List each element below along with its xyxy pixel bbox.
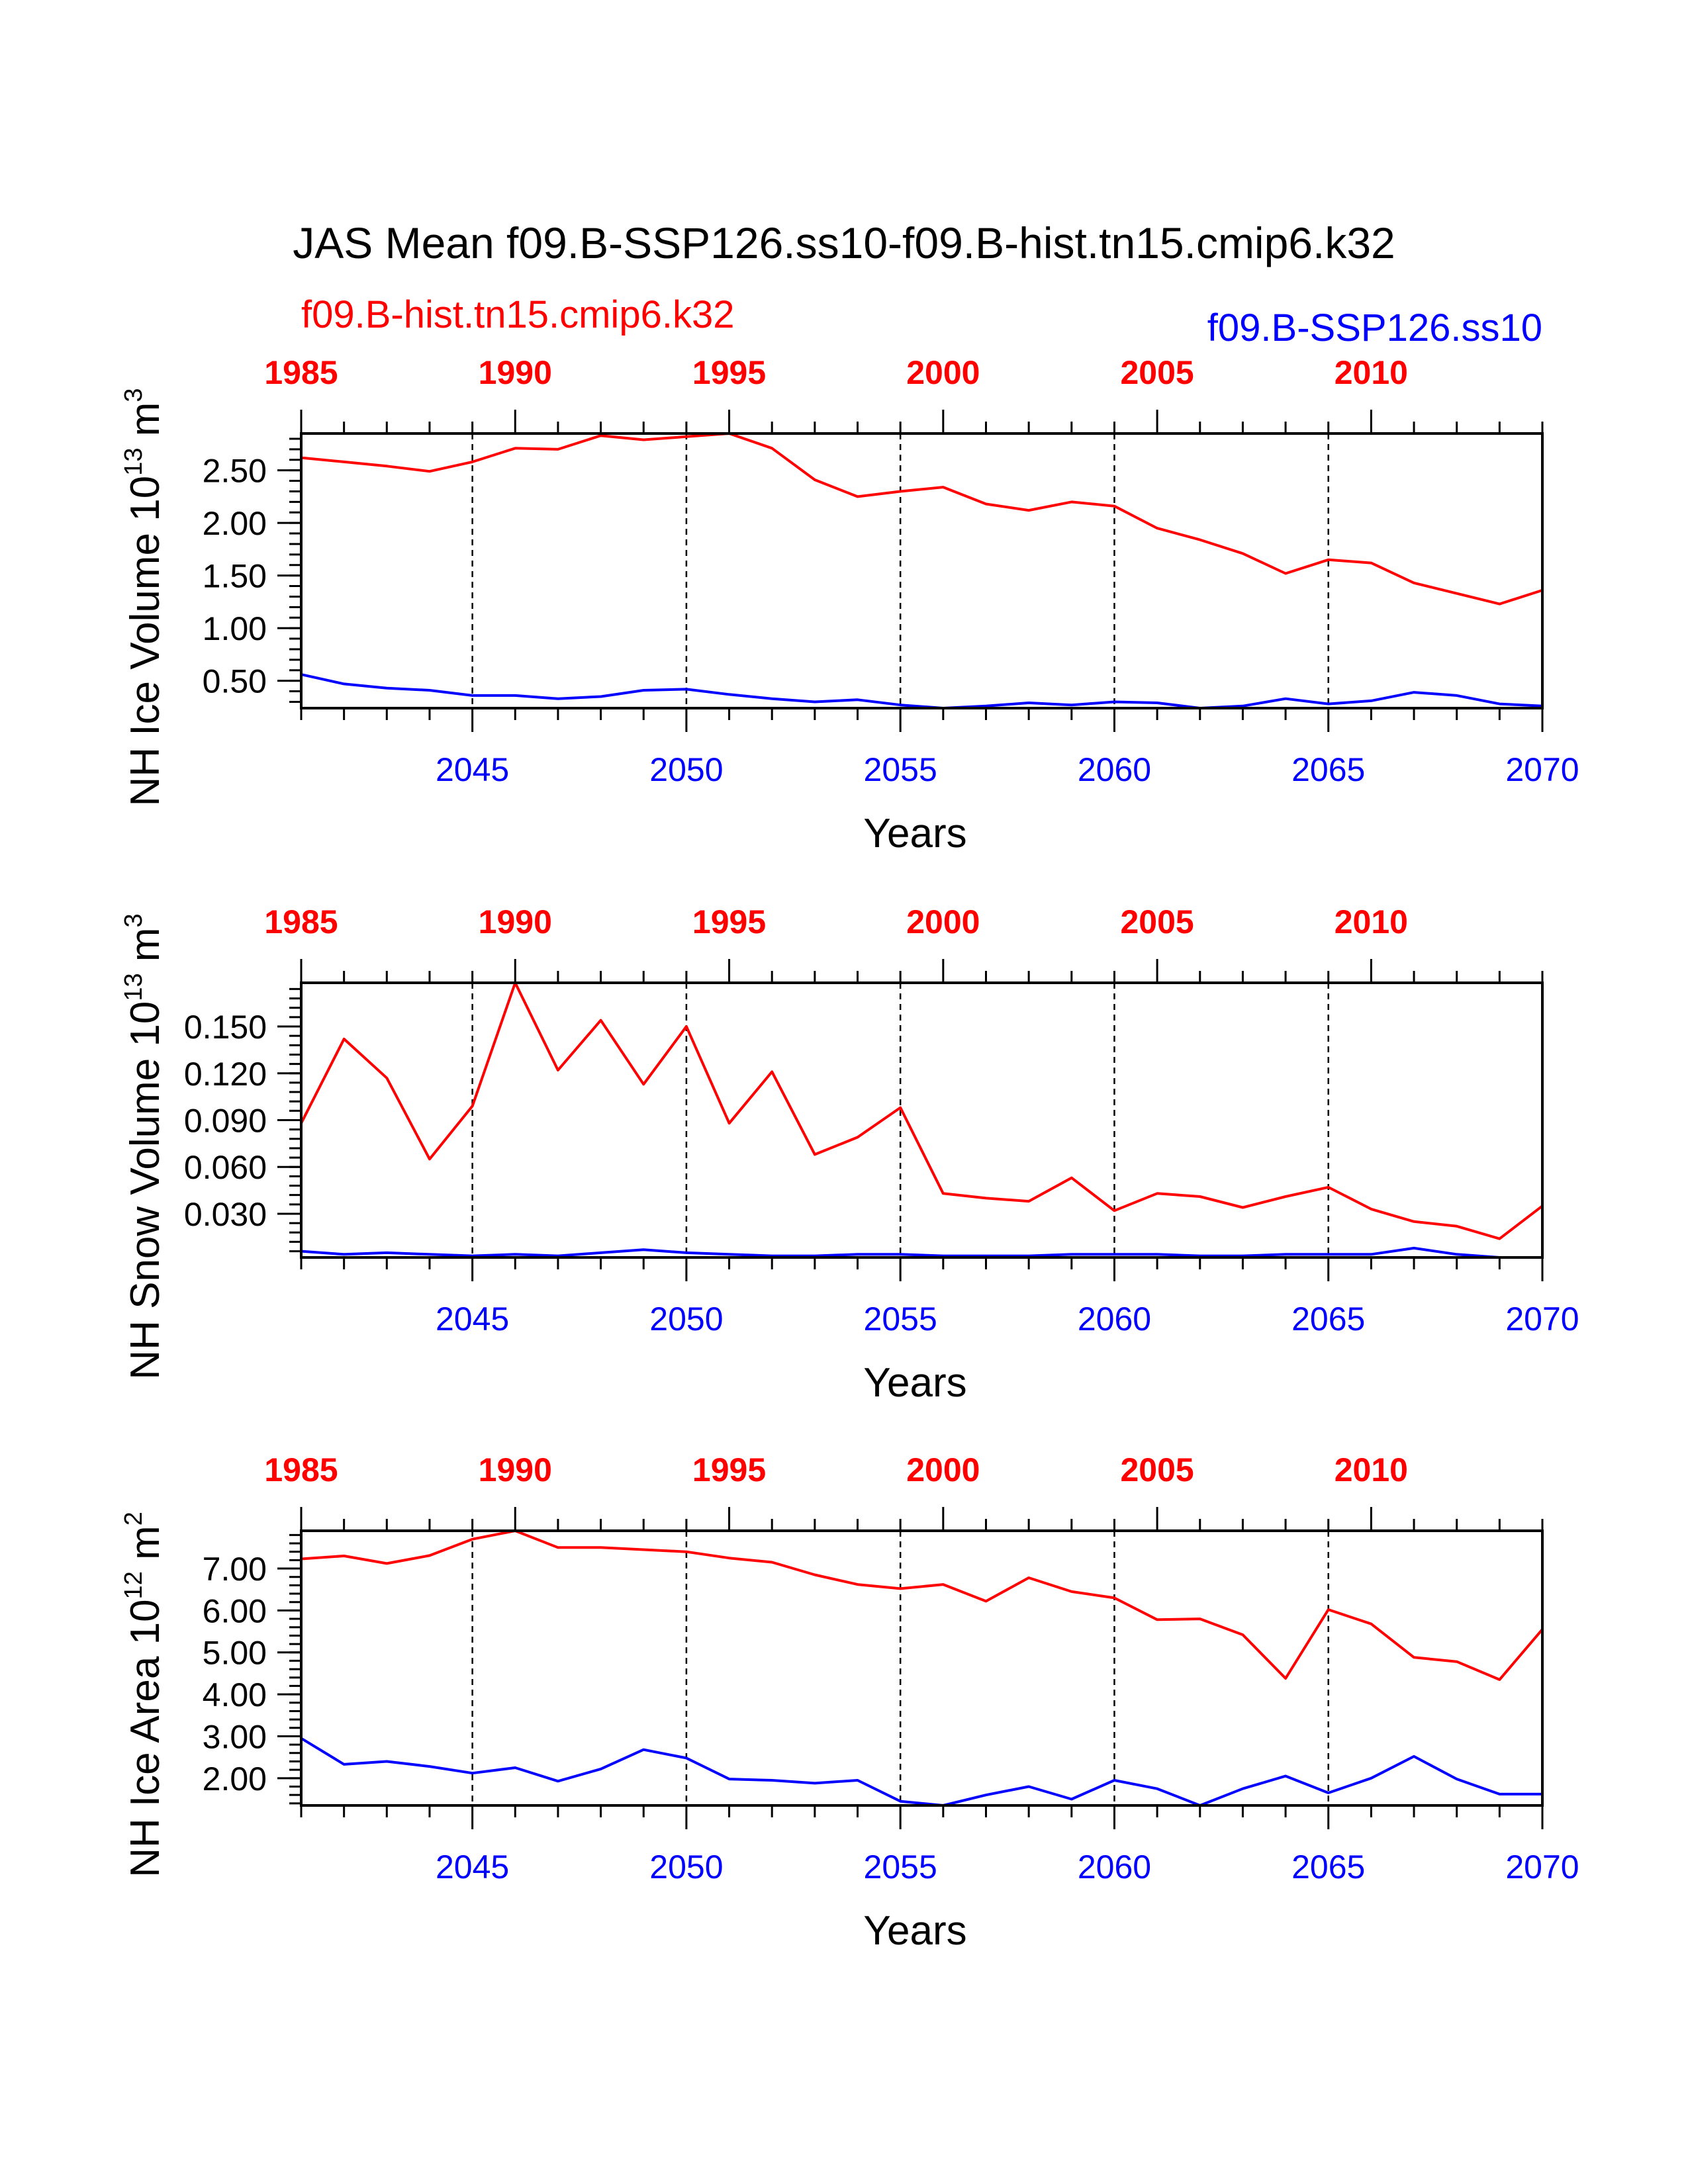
y-axis-title-ylabel-unit-exp: 3 bbox=[120, 913, 148, 927]
y-tick-label: 3.00 bbox=[203, 1718, 267, 1755]
x-top-tick-label: 2005 bbox=[1120, 903, 1194, 940]
x-bottom-tick-label: 2065 bbox=[1291, 1848, 1365, 1886]
y-tick-label: 2.00 bbox=[203, 505, 267, 542]
x-bottom-tick-label: 2055 bbox=[864, 1300, 937, 1338]
y-axis-title-ylabel-exp: 13 bbox=[120, 448, 148, 476]
x-top-tick-label: 2000 bbox=[906, 1451, 980, 1488]
x-top-tick-label: 2000 bbox=[906, 903, 980, 940]
y-axis-title-ylabel-exp: 13 bbox=[120, 973, 148, 1001]
x-bottom-tick-label: 2045 bbox=[436, 1848, 509, 1886]
x-axis-title: Years bbox=[863, 1360, 966, 1406]
x-bottom-tick-label: 2055 bbox=[864, 1848, 937, 1886]
x-top-tick-label: 1985 bbox=[264, 903, 338, 940]
y-tick-label: 5.00 bbox=[203, 1635, 267, 1672]
x-top-tick-label: 1985 bbox=[264, 1451, 338, 1488]
x-top-tick-label: 2005 bbox=[1120, 354, 1194, 391]
x-bottom-tick-label: 2065 bbox=[1291, 751, 1365, 788]
x-bottom-tick-label: 2060 bbox=[1078, 1848, 1151, 1886]
panel-1: 2045 2050 2055 2060 2065 2070 1985 1990 1995 2000… bbox=[120, 354, 1579, 856]
y-tick-label: 1.50 bbox=[203, 558, 267, 595]
x-bottom-tick-label: 2070 bbox=[1505, 751, 1579, 788]
legend-ssp-label: f09.B-SSP126.ss10 bbox=[1207, 306, 1542, 349]
x-bottom-tick-label: 2070 bbox=[1505, 1848, 1579, 1886]
y-axis-title-ylabel-exp: 12 bbox=[120, 1571, 148, 1599]
x-bottom-tick-label: 2055 bbox=[864, 751, 937, 788]
series-hist-line bbox=[301, 432, 1543, 606]
x-axis-title: Years bbox=[863, 1908, 966, 1954]
x-bottom-tick-label: 2070 bbox=[1505, 1300, 1579, 1338]
x-bottom-tick-label: 2060 bbox=[1078, 1300, 1151, 1338]
x-bottom-tick-label: 2060 bbox=[1078, 751, 1151, 788]
x-top-tick-label: 1990 bbox=[479, 354, 552, 391]
y-axis-title-ylabel-unit: m bbox=[122, 402, 168, 448]
x-top-tick-label: 2005 bbox=[1120, 1451, 1194, 1488]
series-hist-line bbox=[301, 1529, 1544, 1681]
y-axis-title: NH Ice Volume 1013 m3 bbox=[120, 388, 168, 807]
y-axis-title-ylabel-main: NH Ice Area 10 bbox=[122, 1599, 168, 1877]
x-top-tick-label: 1990 bbox=[479, 1451, 552, 1488]
y-tick-label: 0.150 bbox=[184, 1009, 267, 1046]
x-bottom-tick-label: 2050 bbox=[649, 1300, 723, 1338]
y-axis-title-ylabel-unit: m bbox=[122, 1525, 168, 1571]
x-top-tick-label: 1985 bbox=[264, 354, 338, 391]
series-hist-line bbox=[300, 981, 1544, 1240]
x-bottom-tick-label: 2045 bbox=[436, 751, 509, 788]
x-bottom-tick-label: 2045 bbox=[436, 1300, 509, 1338]
series-ssp-line bbox=[301, 1246, 1542, 1259]
x-top-tick-label: 1995 bbox=[692, 354, 766, 391]
y-tick-label: 0.50 bbox=[203, 663, 267, 700]
chart-title: JAS Mean f09.B-SSP126.ss10-f09.B-hist.tn… bbox=[293, 218, 1395, 267]
y-tick-label: 2.00 bbox=[203, 1760, 267, 1797]
x-top-tick-label: 2000 bbox=[906, 354, 980, 391]
series-ssp-line bbox=[301, 673, 1543, 709]
legend-hist-label: f09.B-hist.tn15.cmip6.k32 bbox=[301, 293, 734, 336]
y-axis-title-ylabel-main: NH Ice Volume 10 bbox=[122, 476, 168, 807]
y-tick-label: 0.120 bbox=[184, 1056, 267, 1093]
y-tick-label: 0.060 bbox=[184, 1149, 267, 1186]
panel-2: 2045 2050 2055 2060 2065 2070 1985 1990 1995 2000… bbox=[120, 903, 1579, 1406]
y-tick-label: 6.00 bbox=[203, 1592, 267, 1629]
x-top-tick-label: 1995 bbox=[692, 1451, 766, 1488]
y-tick-label: 2.50 bbox=[203, 453, 267, 490]
y-axis-title-ylabel-unit: m bbox=[122, 927, 168, 973]
x-bottom-tick-label: 2050 bbox=[649, 751, 723, 788]
x-bottom-tick-label: 2065 bbox=[1291, 1300, 1365, 1338]
x-top-tick-label: 1995 bbox=[692, 903, 766, 940]
y-tick-label: 0.030 bbox=[184, 1196, 267, 1233]
panel-3: 2045 2050 2055 2060 2065 2070 1985 1990 1995 2000… bbox=[120, 1451, 1579, 1954]
x-top-tick-label: 1990 bbox=[479, 903, 552, 940]
y-axis-title: NH Ice Area 1012 m2 bbox=[120, 1512, 168, 1878]
x-bottom-tick-label: 2050 bbox=[649, 1848, 723, 1886]
y-axis-title: NH Snow Volume 1013 m3 bbox=[120, 913, 168, 1379]
x-axis-title: Years bbox=[863, 811, 966, 856]
y-axis-title-ylabel-main: NH Snow Volume 10 bbox=[122, 1001, 168, 1380]
y-tick-label: 7.00 bbox=[203, 1551, 267, 1588]
panels: 2045 2050 2055 2060 2065 2070 1985 1990 1995 2000… bbox=[120, 354, 1579, 1954]
y-tick-label: 1.00 bbox=[203, 610, 267, 647]
series-ssp-line bbox=[300, 1737, 1542, 1807]
x-top-tick-label: 2010 bbox=[1335, 354, 1408, 391]
x-top-tick-label: 2010 bbox=[1335, 903, 1408, 940]
y-tick-label: 4.00 bbox=[203, 1676, 267, 1713]
x-top-tick-label: 2010 bbox=[1335, 1451, 1408, 1488]
plot-frame bbox=[300, 1529, 1544, 1807]
plot-frame bbox=[300, 432, 1544, 709]
y-axis-title-ylabel-unit-exp: 3 bbox=[120, 388, 148, 402]
y-axis-title-ylabel-unit-exp: 2 bbox=[120, 1512, 148, 1525]
y-tick-label: 0.090 bbox=[184, 1103, 267, 1140]
